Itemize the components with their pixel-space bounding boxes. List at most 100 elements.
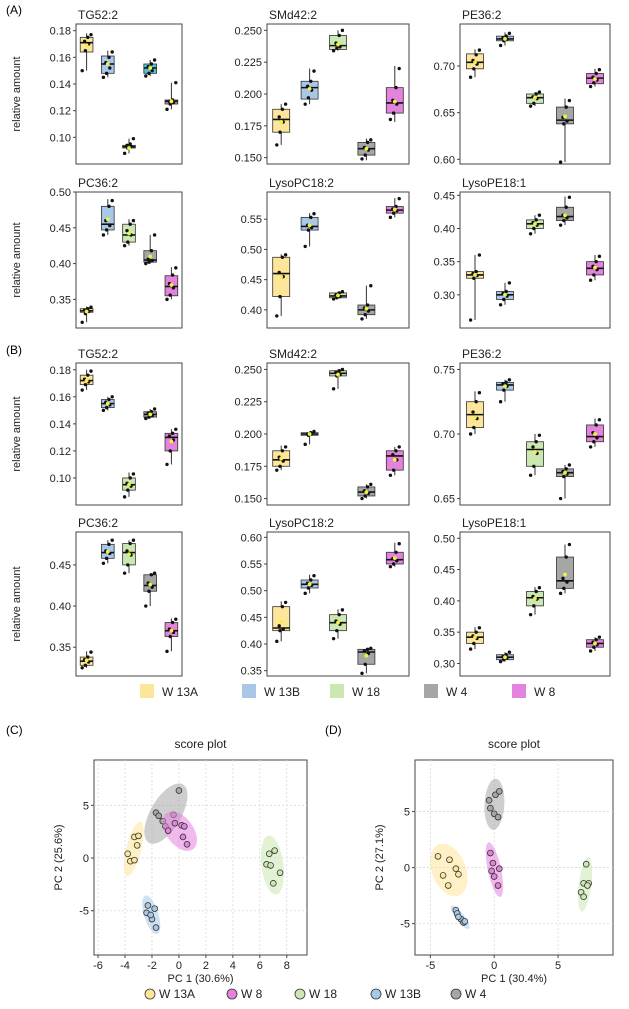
x-tick-label: -6 xyxy=(93,960,103,972)
sample-point xyxy=(149,573,154,577)
boxplot-A6: LysoPE18:1 0.30 0.35 0.40 0.45 xyxy=(434,176,611,329)
score-point xyxy=(485,797,493,804)
y-tick-label: 5 xyxy=(83,800,89,812)
sample-point xyxy=(397,542,401,546)
sample-point xyxy=(131,218,136,223)
sample-point xyxy=(147,589,151,593)
plot-frame xyxy=(266,191,410,329)
sample-point xyxy=(150,259,154,263)
mean-point xyxy=(84,309,89,314)
sample-point xyxy=(107,204,111,209)
box-w4 xyxy=(556,542,574,596)
box-w13a xyxy=(272,600,291,644)
sample-point xyxy=(474,630,478,634)
y-tick-label: 0.175 xyxy=(234,461,262,473)
sample-point xyxy=(277,624,281,628)
mean-point xyxy=(364,306,369,311)
score-legend-item-w4: W 4 xyxy=(450,987,487,1001)
box-w8 xyxy=(385,66,404,122)
y-tick-label: 0.225 xyxy=(234,397,262,409)
mean-point xyxy=(336,620,340,625)
sample-point xyxy=(278,130,282,134)
sample-point xyxy=(89,305,93,309)
sample-point xyxy=(152,571,157,575)
sample-point xyxy=(125,549,129,553)
mean-point xyxy=(307,432,312,436)
chart-title: TG52:2 xyxy=(78,8,118,22)
x-tick-label: -4 xyxy=(120,960,130,972)
y-tick-label: 0.18 xyxy=(50,365,71,377)
sample-point xyxy=(128,222,132,226)
sample-point xyxy=(144,261,148,266)
sample-point xyxy=(277,270,281,275)
sample-point xyxy=(283,445,288,449)
sample-point xyxy=(82,39,87,44)
sample-point xyxy=(498,303,503,307)
mean-point xyxy=(307,223,312,228)
mean-point xyxy=(503,37,507,41)
mean-point xyxy=(563,213,567,218)
sample-point xyxy=(468,647,473,651)
panel-label-D: (D) xyxy=(325,723,342,737)
sample-point xyxy=(337,369,341,373)
score-point xyxy=(439,872,447,879)
box-w4 xyxy=(143,571,157,608)
sample-point xyxy=(309,215,313,220)
legend-item-w13b: W 13B xyxy=(242,684,300,699)
y-tick-label: 0.40 xyxy=(241,639,262,651)
sample-point xyxy=(362,649,367,653)
y-tick-label: 0.250 xyxy=(234,364,262,376)
sample-point xyxy=(528,104,533,108)
mean-point xyxy=(563,470,567,475)
sample-point xyxy=(528,232,533,236)
score-point xyxy=(455,913,462,921)
sample-point xyxy=(472,276,476,280)
sample-point xyxy=(303,244,307,249)
y-tick-label: 0.10 xyxy=(50,473,71,485)
sample-point xyxy=(280,255,285,259)
sample-point xyxy=(309,79,313,83)
sample-point xyxy=(281,627,285,631)
sample-point xyxy=(101,233,106,237)
y-tick-label: 5 xyxy=(404,807,410,819)
legend-item-w13a: W 13A xyxy=(140,684,198,699)
score-point xyxy=(489,859,497,867)
x-tick-label: -5 xyxy=(425,960,435,972)
y-tick-label: 0.45 xyxy=(434,565,455,577)
y-tick-label: -5 xyxy=(79,906,89,918)
sample-point xyxy=(281,459,285,463)
sample-point xyxy=(397,66,401,71)
box-w13a xyxy=(272,102,291,147)
legend-marker xyxy=(144,988,156,1000)
sample-point xyxy=(369,138,373,142)
box-w13a xyxy=(79,369,94,392)
box-w4 xyxy=(143,407,157,421)
legend-label: W 13B xyxy=(385,987,421,1001)
sample-point xyxy=(565,119,569,123)
sample-point xyxy=(101,561,106,565)
sample-point xyxy=(275,639,279,644)
series-w8 xyxy=(485,842,504,897)
series-w8 xyxy=(162,811,197,851)
chart-title: PE36:2 xyxy=(462,347,502,361)
sample-point xyxy=(147,260,151,264)
sample-point xyxy=(278,464,282,468)
sample-point xyxy=(504,34,508,38)
mean-point xyxy=(336,42,340,47)
legend-swatch xyxy=(512,684,526,698)
sample-point xyxy=(567,542,572,547)
sample-point xyxy=(534,440,538,444)
x-tick-label: 0 xyxy=(176,960,182,972)
sample-point xyxy=(128,476,132,480)
sample-point xyxy=(283,600,288,605)
chart-title: score plot xyxy=(488,737,541,751)
boxplot-A5: LysoPC18:2 0.40 0.45 0.50 0.55 xyxy=(241,176,410,329)
sample-point xyxy=(360,317,364,321)
sample-point xyxy=(122,571,127,575)
sample-point xyxy=(391,468,396,472)
sample-point xyxy=(340,28,345,33)
box-w18 xyxy=(526,213,544,236)
boxplot-B6: LysoPE18:1 0.30 0.35 0.40 0.45 0.50 xyxy=(434,516,611,677)
sample-point xyxy=(597,635,602,639)
box-w8 xyxy=(586,635,604,653)
